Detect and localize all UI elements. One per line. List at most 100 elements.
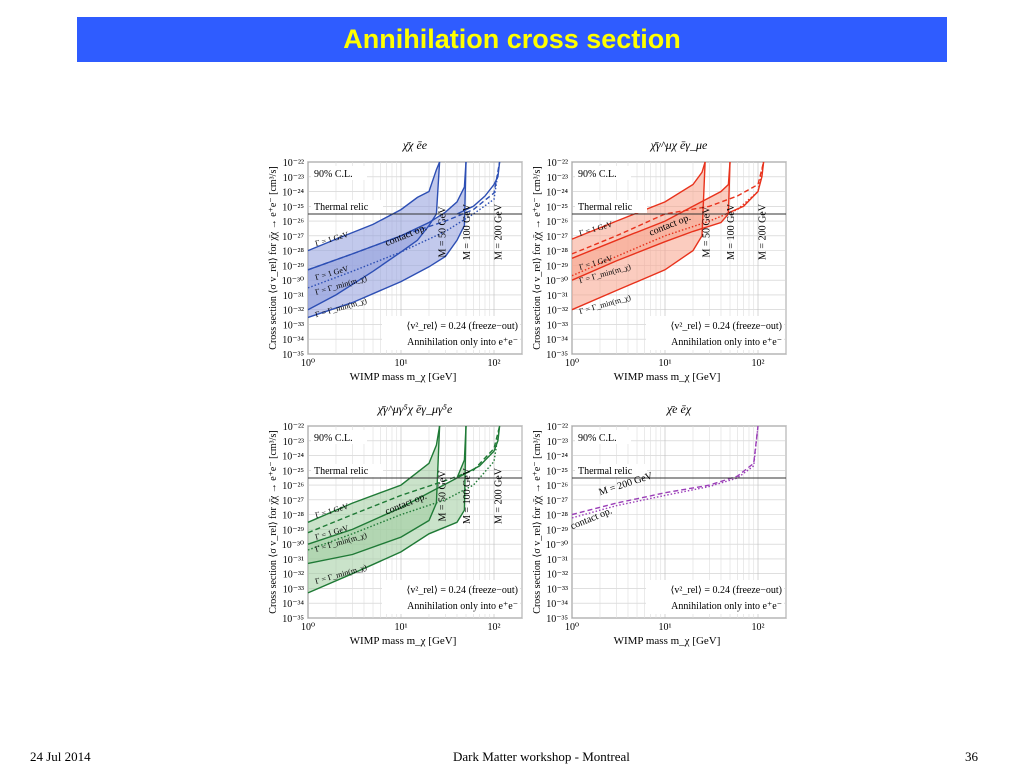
chart-title: χ̄γ^μχ ēγ_μe xyxy=(650,138,708,152)
x-tick-label: 10⁰ xyxy=(301,358,315,369)
footer-event: Dark Matter workshop - Montreal xyxy=(453,749,630,764)
band-fill xyxy=(572,162,730,281)
y-tick-label: 10⁻²⁷ xyxy=(282,496,304,507)
freeze-out-label: ⟨v²_rel⟩ = 0.24 (freeze−out) xyxy=(671,321,782,332)
y-tick-label: 10⁻²² xyxy=(547,422,568,433)
series-line xyxy=(307,425,467,594)
y-tick-label: 10⁻²⁶ xyxy=(546,481,568,492)
y-tick-label: 10⁻²⁴ xyxy=(546,188,568,199)
y-tick-label: 10⁻³⁰ xyxy=(282,276,304,287)
cl-label-bg xyxy=(311,166,367,180)
x-tick-label: 10⁰ xyxy=(565,358,579,369)
y-tick-label: 10⁻²³ xyxy=(283,437,304,448)
y-tick-label: 10⁻³¹ xyxy=(547,291,568,302)
mass-label: M = 100 GeV xyxy=(726,203,737,260)
cl-label-bg xyxy=(575,430,631,444)
x-axis-label: WIMP mass m_χ [GeV] xyxy=(350,635,457,647)
x-tick-label: 10¹ xyxy=(659,622,672,633)
y-tick-label: 10⁻³⁴ xyxy=(282,599,304,610)
mass-label: M = 200 GeV xyxy=(493,467,504,524)
series-line xyxy=(307,425,441,523)
thermal-label-bg xyxy=(575,200,647,214)
y-tick-label: 10⁻²² xyxy=(547,158,568,169)
chart-1: 10⁻²² 10⁻²³ 10⁻²⁴ 10⁻²⁵ 10⁻²⁶ 10⁻²⁷ 10⁻²⁸ 10⁻²⁹… xyxy=(268,138,523,383)
y-tick-label: 10⁻³² xyxy=(283,306,304,317)
x-axis-label: WIMP mass m_χ [GeV] xyxy=(350,371,457,383)
y-tick-label: 10⁻²⁶ xyxy=(282,481,304,492)
thermal-label-bg xyxy=(311,200,383,214)
y-tick-label: 10⁻²² xyxy=(283,158,304,169)
y-tick-label: 10⁻³⁴ xyxy=(546,335,568,346)
y-tick-label: 10⁻³⁰ xyxy=(282,540,304,551)
legend-box-bg xyxy=(646,316,784,350)
series-line xyxy=(307,161,467,271)
series-line xyxy=(307,161,467,319)
y-tick-label: 10⁻²³ xyxy=(547,437,568,448)
x-tick-label: 10² xyxy=(752,358,765,369)
y-tick-label: 10⁻³⁰ xyxy=(546,276,568,287)
legend-box-bg xyxy=(382,580,520,614)
y-tick-label: 10⁻²⁸ xyxy=(282,247,304,258)
y-tick-label: 10⁻³⁴ xyxy=(546,599,568,610)
y-tick-label: 10⁻³² xyxy=(283,570,304,581)
x-tick-label: 10⁰ xyxy=(565,622,579,633)
thermal-relic-label: Thermal relic xyxy=(578,466,633,477)
y-tick-label: 10⁻²⁵ xyxy=(282,466,304,477)
annihilation-label: Annihilation only into e⁺e⁻ xyxy=(671,601,782,612)
mass-label: M = 50 GeV xyxy=(701,206,712,258)
y-tick-label: 10⁻²⁴ xyxy=(282,188,304,199)
chart-4: 10⁻²² 10⁻²³ 10⁻²⁴ 10⁻²⁵ 10⁻²⁶ 10⁻²⁷ 10⁻²⁸ 10⁻²⁹… xyxy=(532,402,787,647)
y-tick-label: 10⁻³³ xyxy=(283,584,304,595)
x-tick-label: 10² xyxy=(488,622,501,633)
x-tick-label: 10¹ xyxy=(659,358,672,369)
y-tick-label: 10⁻³⁰ xyxy=(546,540,568,551)
series-line xyxy=(307,425,467,545)
freeze-out-label: ⟨v²_rel⟩ = 0.24 (freeze−out) xyxy=(407,585,518,596)
y-axis-label: Cross section ⟨σ v_rel⟩ for χ̄χ → e⁺e⁻ [… xyxy=(268,430,279,613)
band-fill xyxy=(308,162,466,318)
y-tick-label: 10⁻²⁹ xyxy=(546,261,568,272)
series-line xyxy=(571,425,759,519)
freeze-out-label: ⟨v²_rel⟩ = 0.24 (freeze−out) xyxy=(407,321,518,332)
cl-label: 90% C.L. xyxy=(314,433,353,444)
cl-label: 90% C.L. xyxy=(578,169,617,180)
y-tick-label: 10⁻³³ xyxy=(283,320,304,331)
y-tick-label: 10⁻²⁹ xyxy=(282,261,304,272)
y-tick-label: 10⁻³¹ xyxy=(283,291,304,302)
series-line xyxy=(307,161,501,271)
x-tick-label: 10¹ xyxy=(395,358,408,369)
series-line xyxy=(571,425,759,516)
mass-label: M = 100 GeV xyxy=(462,467,473,524)
chart-title: χ̄χ ēe xyxy=(402,138,428,152)
mass-label: M = 200 GeV xyxy=(493,203,504,260)
y-tick-label: 10⁻³¹ xyxy=(283,555,304,566)
legend-box-bg xyxy=(382,316,520,350)
thermal-relic-label: Thermal relic xyxy=(314,466,369,477)
annihilation-label: Annihilation only into e⁺e⁻ xyxy=(671,337,782,348)
slide-title-bar: Annihilation cross section xyxy=(77,17,947,62)
thermal-relic-label: Thermal relic xyxy=(578,202,633,213)
y-tick-label: 10⁻³¹ xyxy=(547,555,568,566)
chart-title: χ̄γ^μγ⁵χ ēγ_μγ⁵e xyxy=(377,402,453,416)
y-tick-label: 10⁻³⁴ xyxy=(282,335,304,346)
y-tick-label: 10⁻³² xyxy=(547,306,568,317)
y-axis-label: Cross section ⟨σ v_rel⟩ for χ̄χ → e⁺e⁻ [… xyxy=(532,430,543,613)
band-fill xyxy=(308,426,466,593)
y-tick-label: 10⁻²⁶ xyxy=(282,217,304,228)
cl-label-bg xyxy=(575,166,631,180)
y-tick-label: 10⁻²⁵ xyxy=(546,466,568,477)
mass-label: M = 100 GeV xyxy=(462,203,473,260)
y-tick-label: 10⁻³⁵ xyxy=(546,614,568,625)
legend-box-bg xyxy=(646,580,784,614)
mass-label: M = 50 GeV xyxy=(437,206,448,258)
y-tick-label: 10⁻²⁷ xyxy=(546,496,568,507)
x-axis-label: WIMP mass m_χ [GeV] xyxy=(614,371,721,383)
cl-label: 90% C.L. xyxy=(578,433,617,444)
series-line xyxy=(571,161,706,240)
slide-title: Annihilation cross section xyxy=(343,24,681,54)
annihilation-label: Annihilation only into e⁺e⁻ xyxy=(407,601,518,612)
series-line xyxy=(571,161,765,277)
series-line xyxy=(307,161,441,311)
thermal-label-bg xyxy=(311,464,383,478)
y-axis-label: Cross section ⟨σ v_rel⟩ for χ̄χ → e⁺e⁻ [… xyxy=(268,166,279,349)
